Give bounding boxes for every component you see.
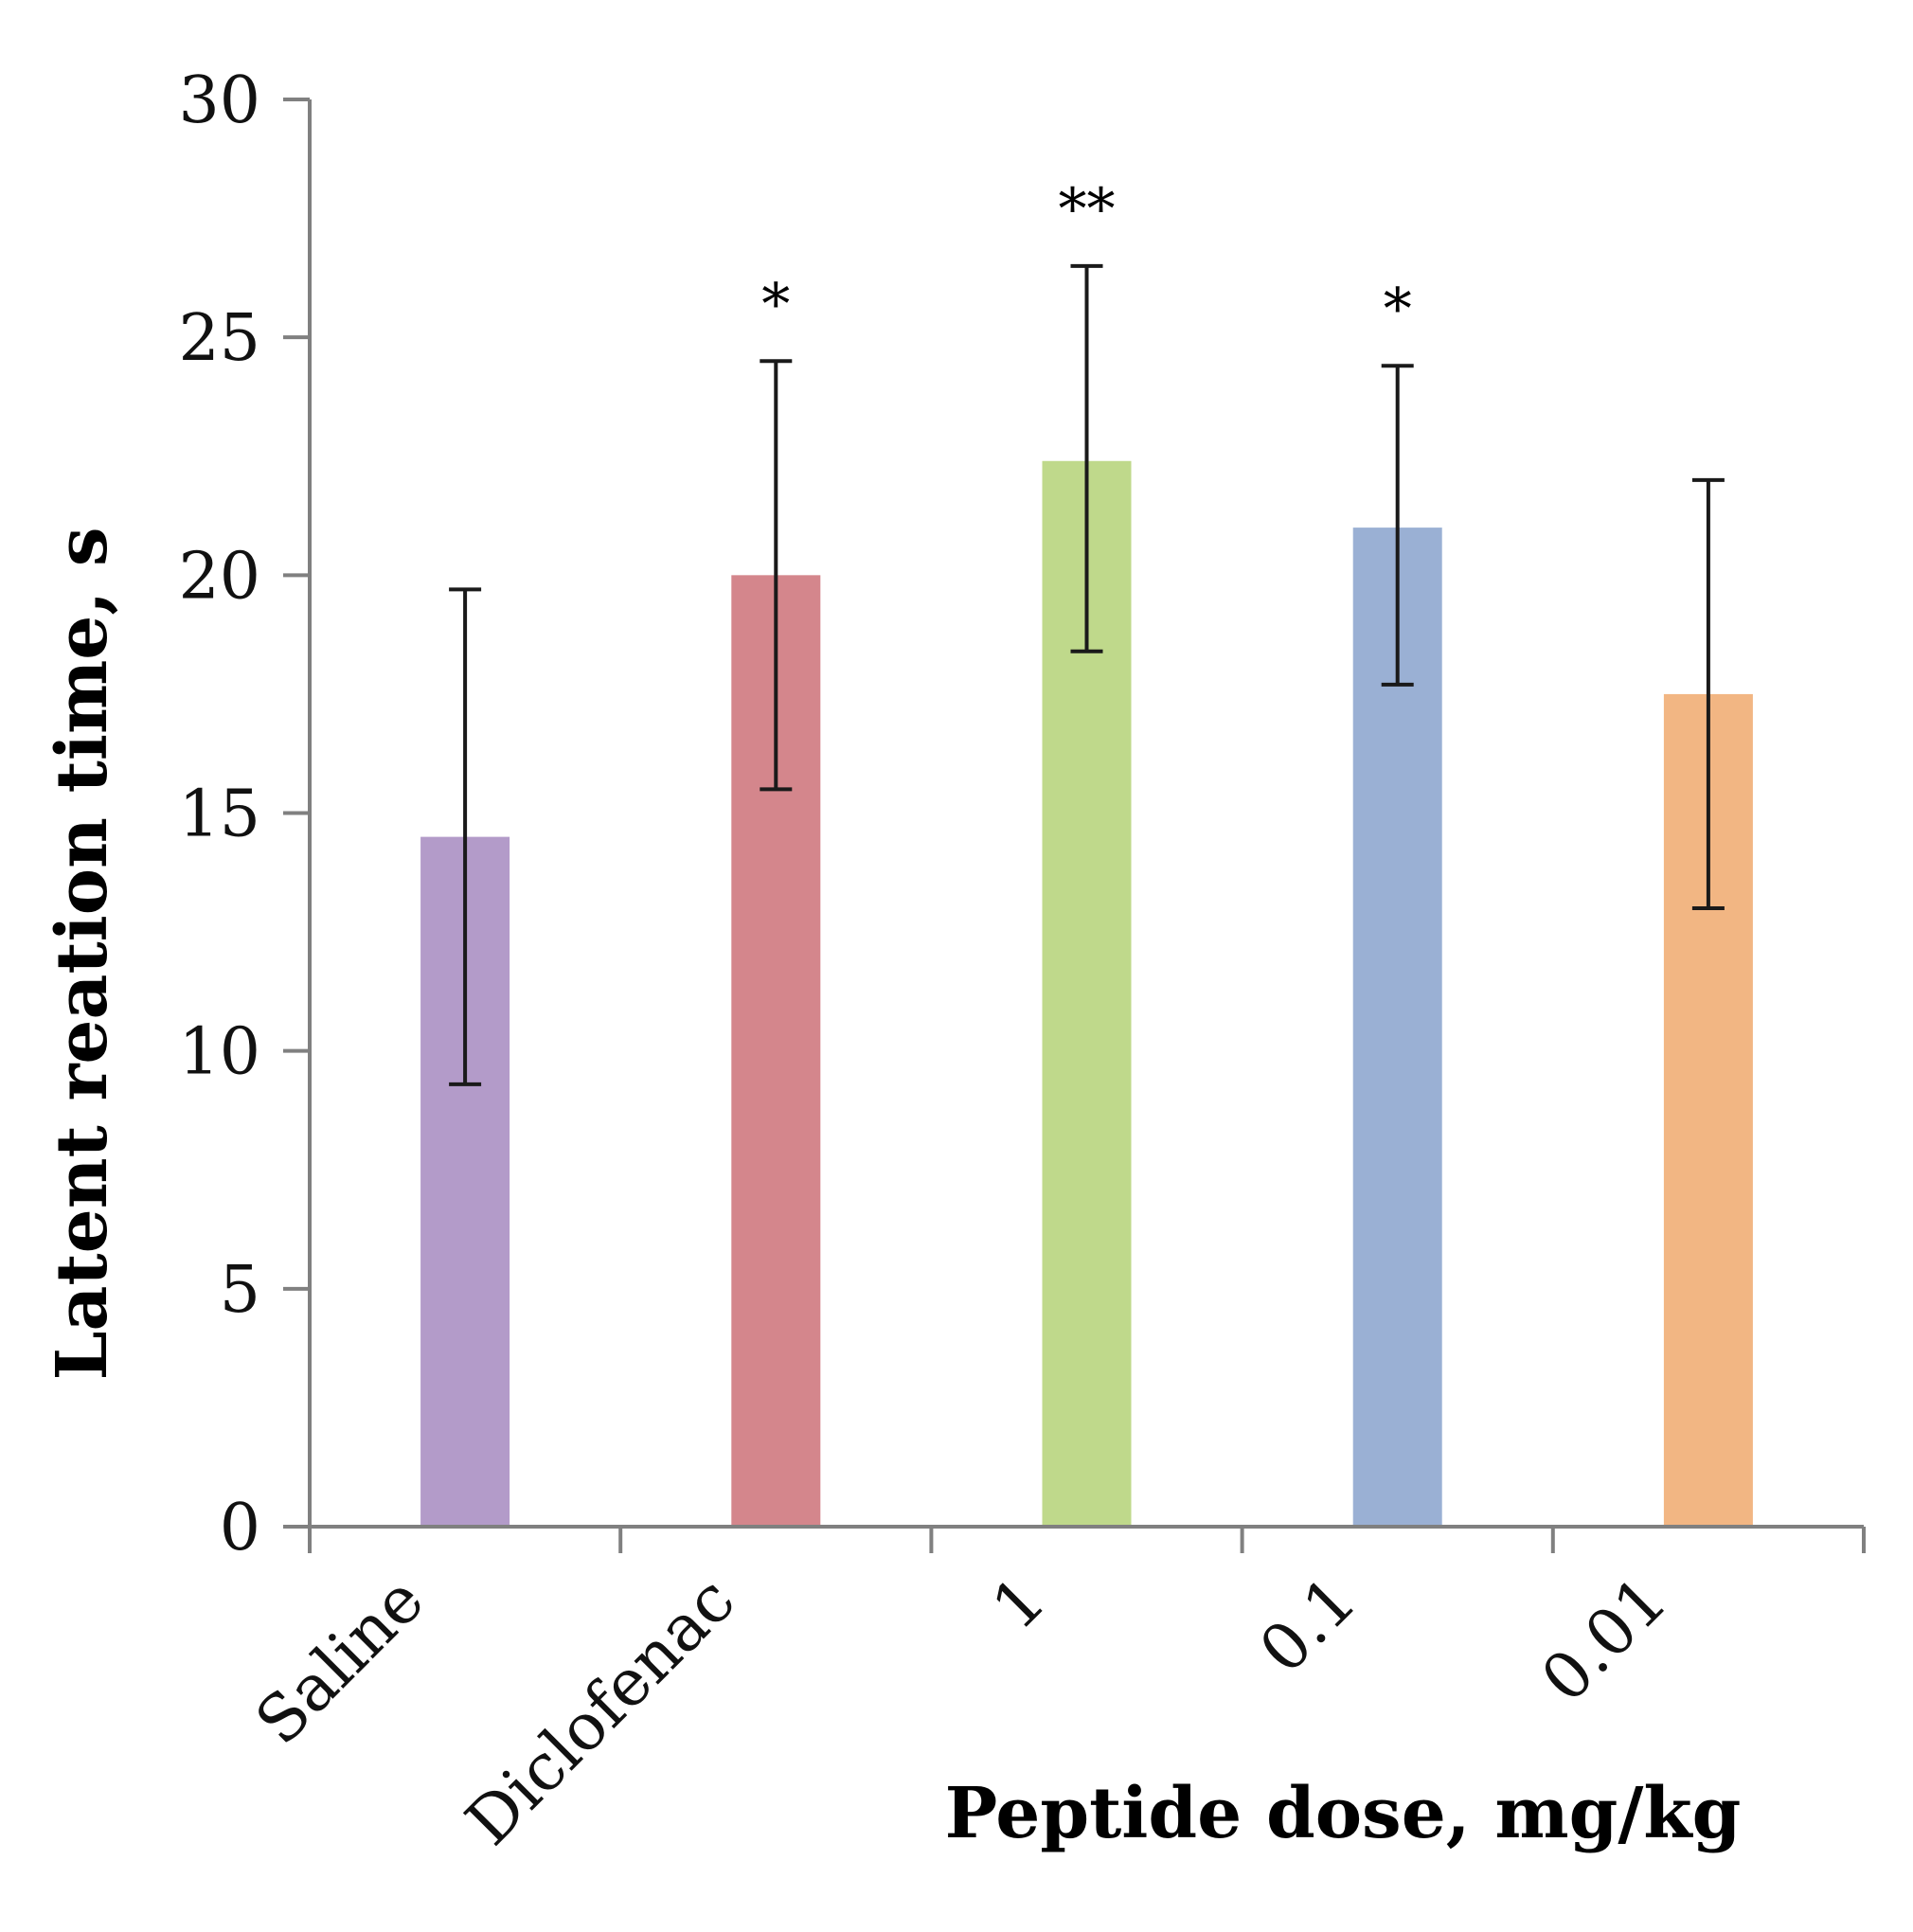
x-category-label: Diclofenac — [452, 1563, 749, 1860]
significance-marker: * — [1384, 276, 1412, 342]
y-tick-label: 25 — [178, 301, 260, 376]
significance-marker: ** — [1059, 176, 1116, 242]
y-tick-label: 30 — [178, 63, 260, 138]
y-tick-label: 10 — [178, 1015, 260, 1090]
x-category-label: 1 — [978, 1563, 1060, 1644]
significance-marker: * — [761, 271, 790, 337]
y-axis-title: Latent reation time, s — [42, 527, 123, 1380]
x-category-label: 0.01 — [1528, 1563, 1682, 1717]
y-tick-label: 15 — [178, 778, 260, 852]
x-axis-title: Peptide dose, mg/kg — [945, 1773, 1742, 1854]
x-category-label: Saline — [241, 1563, 438, 1760]
y-tick-label: 0 — [220, 1491, 260, 1565]
y-tick-label: 5 — [220, 1253, 260, 1328]
bar-0-1 — [1352, 528, 1442, 1527]
x-category-label: 0.1 — [1245, 1563, 1370, 1688]
y-tick-label: 20 — [178, 539, 260, 614]
